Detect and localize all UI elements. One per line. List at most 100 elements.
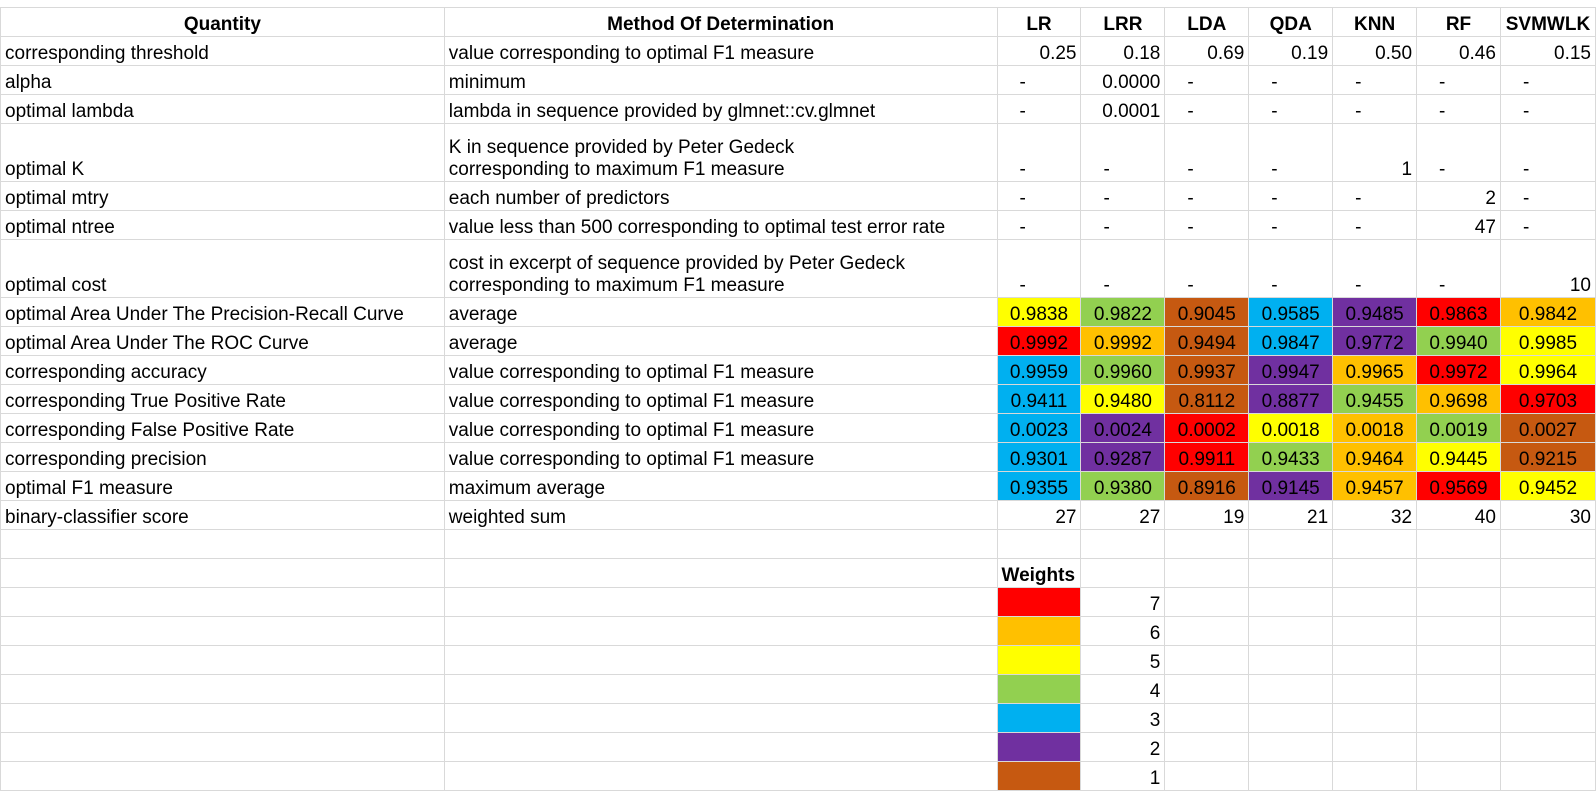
- empty-cell[interactable]: [1248, 703, 1334, 733]
- empty-cell[interactable]: [1499, 674, 1596, 704]
- weight-value[interactable]: 2: [1080, 732, 1166, 762]
- value-cell[interactable]: 0.9355: [996, 471, 1082, 501]
- method-cell[interactable]: value corresponding to optimal F1 measur…: [443, 413, 998, 443]
- value-cell[interactable]: 0.0019: [1416, 413, 1501, 443]
- empty-cell[interactable]: [0, 616, 445, 646]
- method-cell[interactable]: K in sequence provided by Peter Gedeck co…: [443, 123, 998, 182]
- value-cell[interactable]: 10: [1499, 239, 1596, 298]
- value-cell[interactable]: 0.9215: [1499, 442, 1596, 472]
- value-cell[interactable]: -: [1248, 210, 1334, 240]
- value-cell[interactable]: 0.8877: [1248, 384, 1334, 414]
- value-cell[interactable]: -: [1080, 239, 1166, 298]
- empty-cell[interactable]: [1248, 529, 1334, 559]
- value-cell[interactable]: 0.8112: [1164, 384, 1250, 414]
- value-cell[interactable]: 0.9947: [1248, 355, 1334, 385]
- value-cell[interactable]: 0.9380: [1080, 471, 1166, 501]
- value-cell[interactable]: 0.9822: [1080, 297, 1166, 327]
- value-cell[interactable]: 0.9494: [1164, 326, 1250, 356]
- value-cell[interactable]: -: [1416, 65, 1501, 95]
- value-cell[interactable]: 0.0000: [1080, 65, 1166, 95]
- empty-cell[interactable]: [1499, 761, 1596, 791]
- value-cell[interactable]: -: [1499, 210, 1596, 240]
- value-cell[interactable]: -: [996, 239, 1082, 298]
- empty-cell[interactable]: [1332, 732, 1418, 762]
- empty-cell[interactable]: [1248, 587, 1334, 617]
- value-cell[interactable]: 0.9452: [1499, 471, 1596, 501]
- value-cell[interactable]: 0.9480: [1080, 384, 1166, 414]
- quantity-cell[interactable]: corresponding threshold: [0, 36, 445, 66]
- empty-cell[interactable]: [443, 732, 998, 762]
- value-cell[interactable]: -: [1080, 181, 1166, 211]
- value-cell[interactable]: 0.9703: [1499, 384, 1596, 414]
- empty-cell[interactable]: [1416, 732, 1501, 762]
- empty-cell[interactable]: [1416, 529, 1501, 559]
- empty-cell[interactable]: [1164, 732, 1250, 762]
- value-cell[interactable]: 0.9964: [1499, 355, 1596, 385]
- weight-color-swatch[interactable]: [996, 761, 1082, 791]
- column-header[interactable]: Method Of Determination: [443, 7, 998, 37]
- empty-cell[interactable]: [1499, 587, 1596, 617]
- method-cell[interactable]: value less than 500 corresponding to opt…: [443, 210, 998, 240]
- empty-cell[interactable]: [443, 703, 998, 733]
- column-header[interactable]: RF: [1416, 7, 1501, 37]
- weight-value[interactable]: 1: [1080, 761, 1166, 791]
- value-cell[interactable]: -: [1499, 94, 1596, 124]
- empty-cell[interactable]: [1164, 674, 1250, 704]
- empty-cell[interactable]: [1080, 529, 1166, 559]
- column-header[interactable]: LRR: [1080, 7, 1166, 37]
- quantity-cell[interactable]: corresponding False Positive Rate: [0, 413, 445, 443]
- empty-cell[interactable]: [0, 645, 445, 675]
- quantity-cell[interactable]: corresponding precision: [0, 442, 445, 472]
- weight-value[interactable]: 3: [1080, 703, 1166, 733]
- value-cell[interactable]: -: [996, 123, 1082, 182]
- value-cell[interactable]: 19: [1164, 500, 1250, 530]
- value-cell[interactable]: 0.0027: [1499, 413, 1596, 443]
- value-cell[interactable]: 0.9445: [1416, 442, 1501, 472]
- value-cell[interactable]: -: [1416, 239, 1501, 298]
- value-cell[interactable]: 27: [1080, 500, 1166, 530]
- weight-color-swatch[interactable]: [996, 645, 1082, 675]
- empty-cell[interactable]: [0, 674, 445, 704]
- value-cell[interactable]: -: [1416, 94, 1501, 124]
- quantity-cell[interactable]: binary-classifier score: [0, 500, 445, 530]
- empty-cell[interactable]: [1499, 645, 1596, 675]
- empty-cell[interactable]: [443, 529, 998, 559]
- quantity-cell[interactable]: optimal cost: [0, 239, 445, 298]
- empty-cell[interactable]: [0, 529, 445, 559]
- empty-cell[interactable]: [1080, 558, 1166, 588]
- empty-cell[interactable]: [1164, 558, 1250, 588]
- empty-cell[interactable]: [1332, 529, 1418, 559]
- empty-cell[interactable]: [1332, 558, 1418, 588]
- value-cell[interactable]: 1: [1332, 123, 1418, 182]
- method-cell[interactable]: value corresponding to optimal F1 measur…: [443, 384, 998, 414]
- value-cell[interactable]: 0.9960: [1080, 355, 1166, 385]
- value-cell[interactable]: -: [1332, 65, 1418, 95]
- empty-cell[interactable]: [1499, 529, 1596, 559]
- value-cell[interactable]: 0.9959: [996, 355, 1082, 385]
- quantity-cell[interactable]: corresponding True Positive Rate: [0, 384, 445, 414]
- method-cell[interactable]: weighted sum: [443, 500, 998, 530]
- value-cell[interactable]: 0.0018: [1248, 413, 1334, 443]
- method-cell[interactable]: average: [443, 326, 998, 356]
- value-cell[interactable]: 0.9464: [1332, 442, 1418, 472]
- value-cell[interactable]: 0.9847: [1248, 326, 1334, 356]
- value-cell[interactable]: -: [1080, 210, 1166, 240]
- empty-cell[interactable]: [1332, 587, 1418, 617]
- quantity-cell[interactable]: optimal K: [0, 123, 445, 182]
- value-cell[interactable]: 32: [1332, 500, 1418, 530]
- value-cell[interactable]: 0.50: [1332, 36, 1418, 66]
- column-header[interactable]: QDA: [1248, 7, 1334, 37]
- empty-cell[interactable]: [443, 616, 998, 646]
- value-cell[interactable]: 0.0001: [1080, 94, 1166, 124]
- value-cell[interactable]: -: [1164, 210, 1250, 240]
- quantity-cell[interactable]: alpha: [0, 65, 445, 95]
- column-header[interactable]: LDA: [1164, 7, 1250, 37]
- empty-cell[interactable]: [443, 587, 998, 617]
- value-cell[interactable]: 0.9772: [1332, 326, 1418, 356]
- empty-cell[interactable]: [443, 761, 998, 791]
- empty-cell[interactable]: [1248, 558, 1334, 588]
- value-cell[interactable]: -: [1248, 181, 1334, 211]
- value-cell[interactable]: 0.9045: [1164, 297, 1250, 327]
- method-cell[interactable]: value corresponding to optimal F1 measur…: [443, 36, 998, 66]
- value-cell[interactable]: 0.9937: [1164, 355, 1250, 385]
